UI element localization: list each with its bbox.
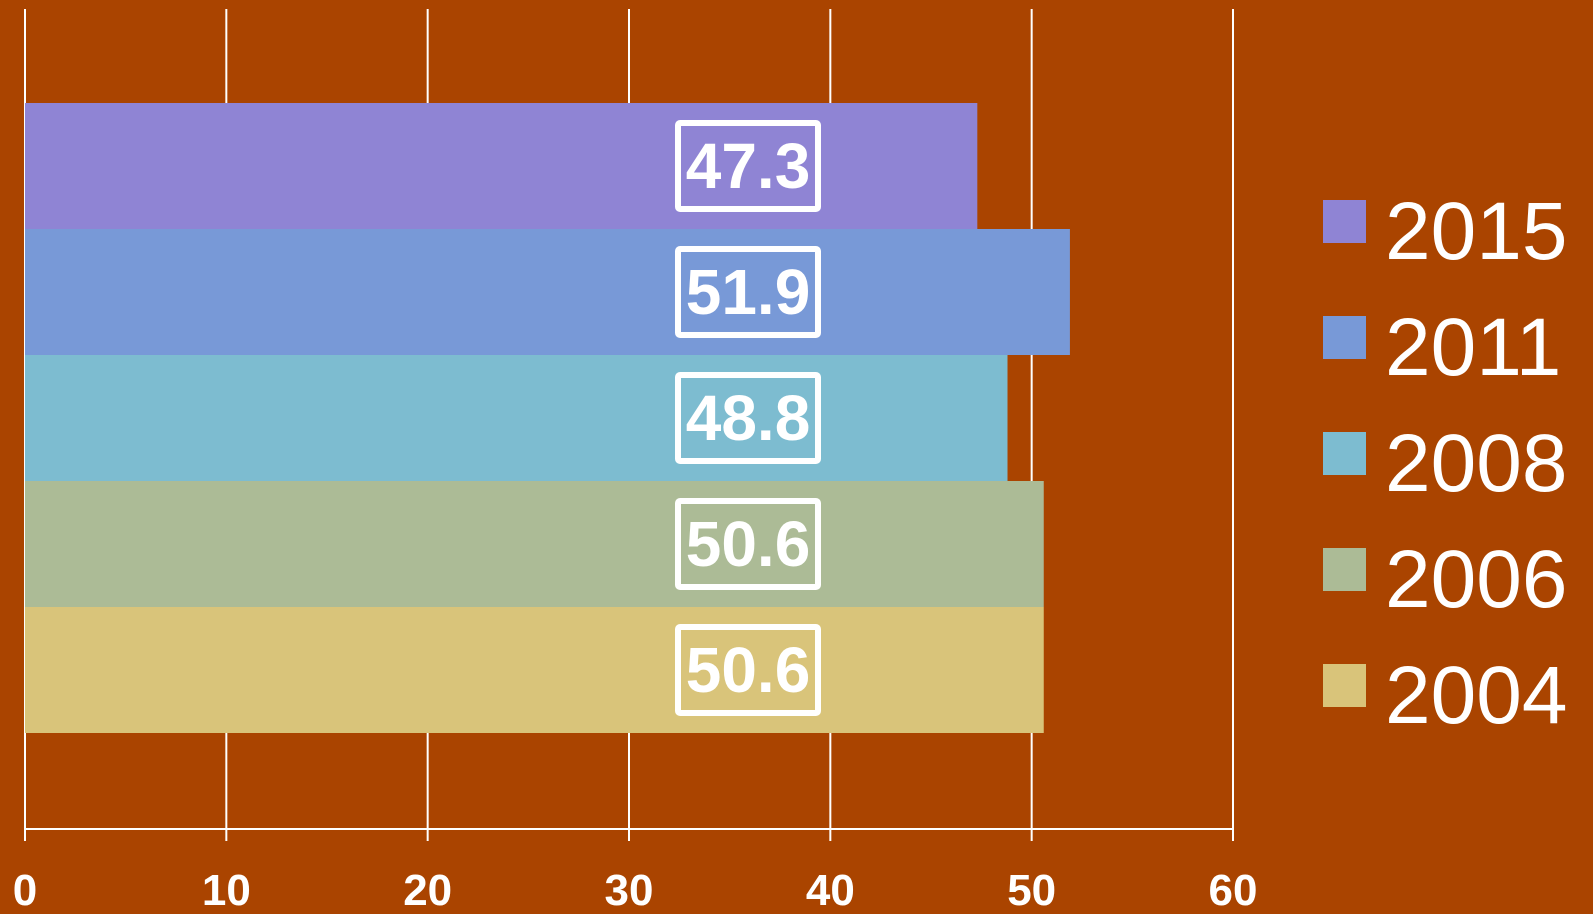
legend-swatch-2004	[1323, 664, 1366, 707]
x-tick-label: 50	[1007, 866, 1056, 909]
x-tick-label: 20	[403, 866, 452, 909]
bar-2006	[25, 481, 1044, 607]
data-label-box	[675, 120, 821, 212]
legend-swatch-2008	[1323, 432, 1366, 475]
legend-label: 2006	[1385, 534, 1567, 625]
x-tick-label: 60	[1209, 866, 1258, 909]
bar-2004	[25, 607, 1044, 733]
legend-swatch-2015	[1323, 200, 1366, 243]
legend-label: 2004	[1385, 650, 1567, 741]
bars-layer	[25, 103, 1070, 733]
x-tick-label: 0	[13, 866, 37, 909]
legend-label: 2011	[1385, 302, 1561, 393]
legend: 2015 2011 2008 2006 2004	[1323, 186, 1567, 741]
data-label-box	[675, 246, 821, 338]
data-label: 48.8	[686, 382, 811, 454]
x-tick-label: 40	[806, 866, 855, 909]
data-labels-layer: 47.3 51.9 48.8 50.6 50.6	[675, 120, 821, 716]
data-label-box	[675, 498, 821, 590]
x-tick-label: 10	[202, 866, 251, 909]
legend-swatch-2011	[1323, 316, 1366, 359]
legend-label: 2015	[1385, 186, 1567, 277]
x-tick-label: 30	[605, 866, 654, 909]
data-label: 47.3	[686, 130, 811, 202]
data-label: 50.6	[686, 508, 811, 580]
data-label-box	[675, 372, 821, 464]
legend-label: 2008	[1385, 418, 1567, 509]
data-label: 50.6	[686, 634, 811, 706]
bar-2015	[25, 103, 978, 229]
legend-swatch-2006	[1323, 548, 1366, 591]
x-axis: 0 10 20 30 40 50 60	[13, 828, 1258, 914]
data-label: 51.9	[686, 256, 811, 328]
data-label-box	[675, 624, 821, 716]
bar-2008	[25, 355, 1008, 481]
bar-2011	[25, 229, 1070, 355]
